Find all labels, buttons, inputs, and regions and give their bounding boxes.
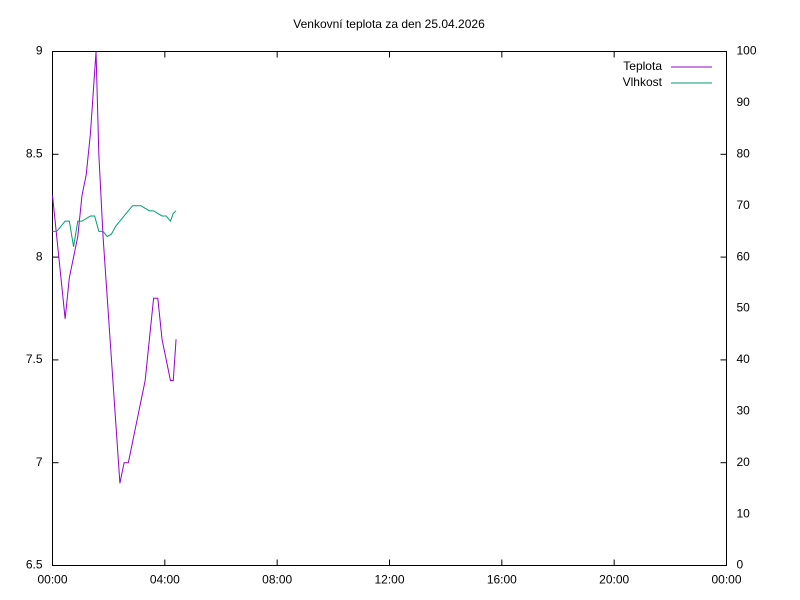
y2-tick-label: 80 — [737, 146, 751, 160]
x-tick-label: 16:00 — [487, 573, 517, 587]
chart-title: Venkovní teplota za den 25.04.2026 — [293, 17, 485, 31]
y-tick-label: 6.5 — [26, 558, 43, 572]
x-tick-label: 12:00 — [374, 573, 404, 587]
y2-tick-label: 90 — [737, 95, 751, 109]
series-line — [52, 51, 177, 484]
y2-tick-label: 0 — [737, 558, 744, 572]
legend-label: Vlhkost — [623, 75, 663, 89]
y-tick-label: 7 — [36, 455, 43, 469]
y2-tick-label: 50 — [737, 301, 751, 315]
y-tick-label: 9 — [36, 44, 43, 58]
y2-tick-label: 60 — [737, 249, 751, 263]
x-tick-label: 04:00 — [150, 573, 180, 587]
y2-tick-label: 20 — [737, 455, 751, 469]
legend-label: Teplota — [623, 59, 662, 73]
y-tick-label: 8 — [36, 249, 43, 263]
y2-tick-label: 30 — [737, 403, 751, 417]
y-tick-label: 7.5 — [26, 352, 43, 366]
series-line — [52, 205, 177, 247]
x-tick-label: 20:00 — [599, 573, 629, 587]
x-tick-label: 00:00 — [711, 573, 741, 587]
y2-tick-label: 40 — [737, 352, 751, 366]
y-tick-label: 8.5 — [26, 146, 43, 160]
y2-tick-label: 10 — [737, 506, 751, 520]
x-tick-label: 00:00 — [37, 573, 67, 587]
x-tick-label: 08:00 — [262, 573, 292, 587]
y2-tick-label: 70 — [737, 198, 751, 212]
y2-tick-label: 100 — [737, 44, 757, 58]
